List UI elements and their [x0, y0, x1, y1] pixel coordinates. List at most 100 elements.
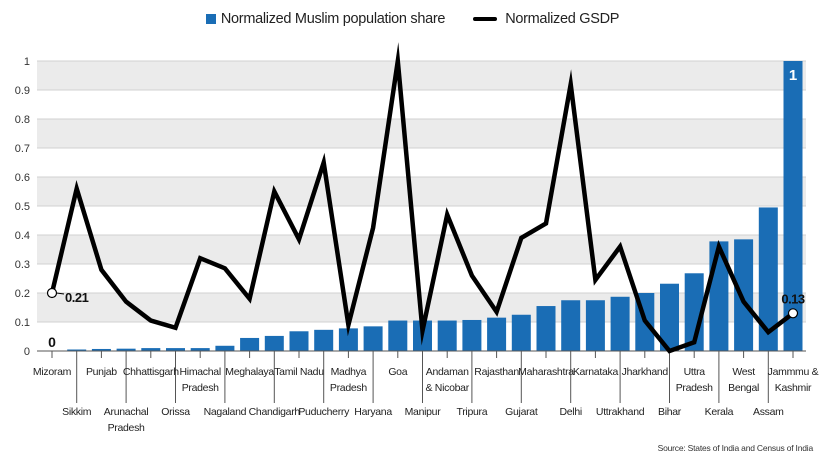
- bar: [585, 300, 605, 351]
- grid-band: [37, 235, 806, 264]
- gsdp-line: [49, 42, 795, 354]
- legend-bar-label: Normalized Muslim population share: [220, 11, 446, 27]
- x-tick-label: Gujarat: [505, 406, 538, 418]
- bar: [338, 328, 358, 351]
- bar: [116, 348, 136, 351]
- y-axis-ticks: 0 0.1 0.2 0.3 0.4 0.5 0.6 0.7 0.8 0.9 1: [15, 56, 30, 358]
- x-tick-label: Tamil Nadu: [274, 366, 324, 378]
- bar: [536, 306, 556, 351]
- annotation-start-gsdp: 0.21: [65, 290, 89, 305]
- x-tick-label: West: [732, 366, 755, 378]
- x-tick-label: Sikkim: [62, 406, 92, 418]
- x-tick-label: Mizoram: [33, 366, 72, 378]
- y-tick-label: 0.1: [15, 317, 30, 329]
- y-tick-label: 0.7: [15, 143, 30, 155]
- x-tick-label: Uttra: [684, 366, 706, 378]
- bar: [437, 320, 457, 351]
- annotation-end-gsdp: 0.13: [781, 291, 805, 306]
- x-axis-labels: MizoramSikkimPunjabArunachalPradeshChhat…: [33, 366, 819, 434]
- x-tick-label: Arunachal: [104, 406, 149, 418]
- bar: [734, 239, 754, 351]
- x-tick-label: Chandigarh: [249, 406, 301, 418]
- x-tick-label: Andaman: [426, 366, 469, 378]
- x-tick-label: Nagaland: [204, 406, 247, 418]
- legend-line-label: Normalized GSDP: [505, 11, 620, 27]
- x-tick-label: Karnataka: [573, 366, 619, 378]
- x-tick-label: Kashmir: [775, 382, 812, 394]
- x-tick-label: Goa: [388, 366, 407, 378]
- y-tick-label: 0.8: [15, 114, 30, 126]
- bar: [190, 348, 210, 351]
- x-tick-label: Puducherry: [298, 406, 350, 418]
- y-tick-label: 0.2: [15, 288, 30, 300]
- x-tick-label: Rajasthan: [474, 366, 519, 378]
- y-tick-label: 0.4: [15, 230, 30, 242]
- x-tick-label: Maharashtra: [518, 366, 574, 378]
- bar: [215, 345, 235, 351]
- start-marker: [46, 287, 58, 299]
- x-tick-label: Assam: [753, 406, 784, 418]
- legend-line-swatch: [473, 17, 498, 21]
- grid-band: [37, 177, 806, 206]
- gsdp-line-path: [49, 42, 795, 354]
- x-tick-label: Meghalaya: [225, 366, 274, 378]
- x-axis: [37, 350, 806, 403]
- bar: [783, 61, 803, 351]
- source-note: Source: States of India and Census of In…: [657, 443, 814, 453]
- bar: [67, 349, 87, 351]
- x-tick-label: Delhi: [559, 406, 581, 418]
- bar: [388, 320, 408, 351]
- bar: [141, 348, 161, 351]
- y-tick-label: 0.3: [15, 259, 30, 271]
- bar: [462, 319, 482, 351]
- y-tick-label: 0.5: [15, 201, 30, 213]
- bar: [314, 329, 334, 351]
- x-tick-label: Chhattisgarh: [123, 366, 179, 378]
- x-tick-label: Manipur: [405, 406, 442, 418]
- bar: [91, 348, 111, 351]
- x-tick-label: Punjab: [86, 366, 117, 378]
- legend: Normalized Muslim population share Norma…: [0, 11, 825, 27]
- bar: [289, 331, 309, 351]
- bar: [487, 317, 507, 351]
- x-tick-label: Orissa: [161, 406, 190, 418]
- bar: [758, 207, 778, 351]
- x-tick-label: Haryana: [354, 406, 392, 418]
- annotations: 0.21 0 1 0.13: [46, 67, 805, 350]
- bar: [610, 296, 630, 351]
- bar: [264, 335, 284, 351]
- x-tick-label: Pradesh: [676, 382, 713, 394]
- x-tick-label: Kerala: [705, 406, 734, 418]
- y-tick-label: 0.9: [15, 85, 30, 97]
- bar: [561, 300, 581, 351]
- annotation-start-bar: 0: [48, 334, 56, 350]
- legend-bar-swatch: [205, 14, 216, 24]
- bar: [511, 314, 531, 351]
- x-tick-label: Jammmu &: [768, 366, 819, 378]
- x-tick-label: Himachal: [180, 366, 221, 378]
- x-tick-label: Bihar: [658, 406, 682, 418]
- x-tick-label: Pradesh: [108, 422, 145, 434]
- y-tick-label: 1: [24, 56, 30, 68]
- x-tick-label: Madhya: [331, 366, 367, 378]
- annotation-end-bar: 1: [789, 67, 797, 84]
- start-leader: [56, 292, 65, 295]
- x-tick-label: Pradesh: [182, 382, 219, 394]
- bars: [67, 61, 803, 351]
- bar: [240, 337, 260, 351]
- bar: [660, 283, 679, 351]
- x-tick-label: & Nicobar: [425, 382, 469, 394]
- bar: [166, 348, 185, 351]
- x-tick-label: Uttrakhand: [596, 406, 645, 418]
- grid-band: [37, 119, 806, 148]
- end-marker: [787, 308, 799, 319]
- y-tick-label: 0: [24, 346, 30, 358]
- grid-band: [37, 61, 806, 90]
- x-tick-label: Pradesh: [330, 382, 367, 394]
- x-tick-label: Tripura: [457, 406, 488, 418]
- x-tick-label: Bengal: [728, 382, 759, 394]
- legend-item-gsdp: Normalized GSDP: [473, 11, 619, 27]
- bar: [363, 326, 383, 351]
- x-tick-label: Jharkhand: [622, 366, 669, 378]
